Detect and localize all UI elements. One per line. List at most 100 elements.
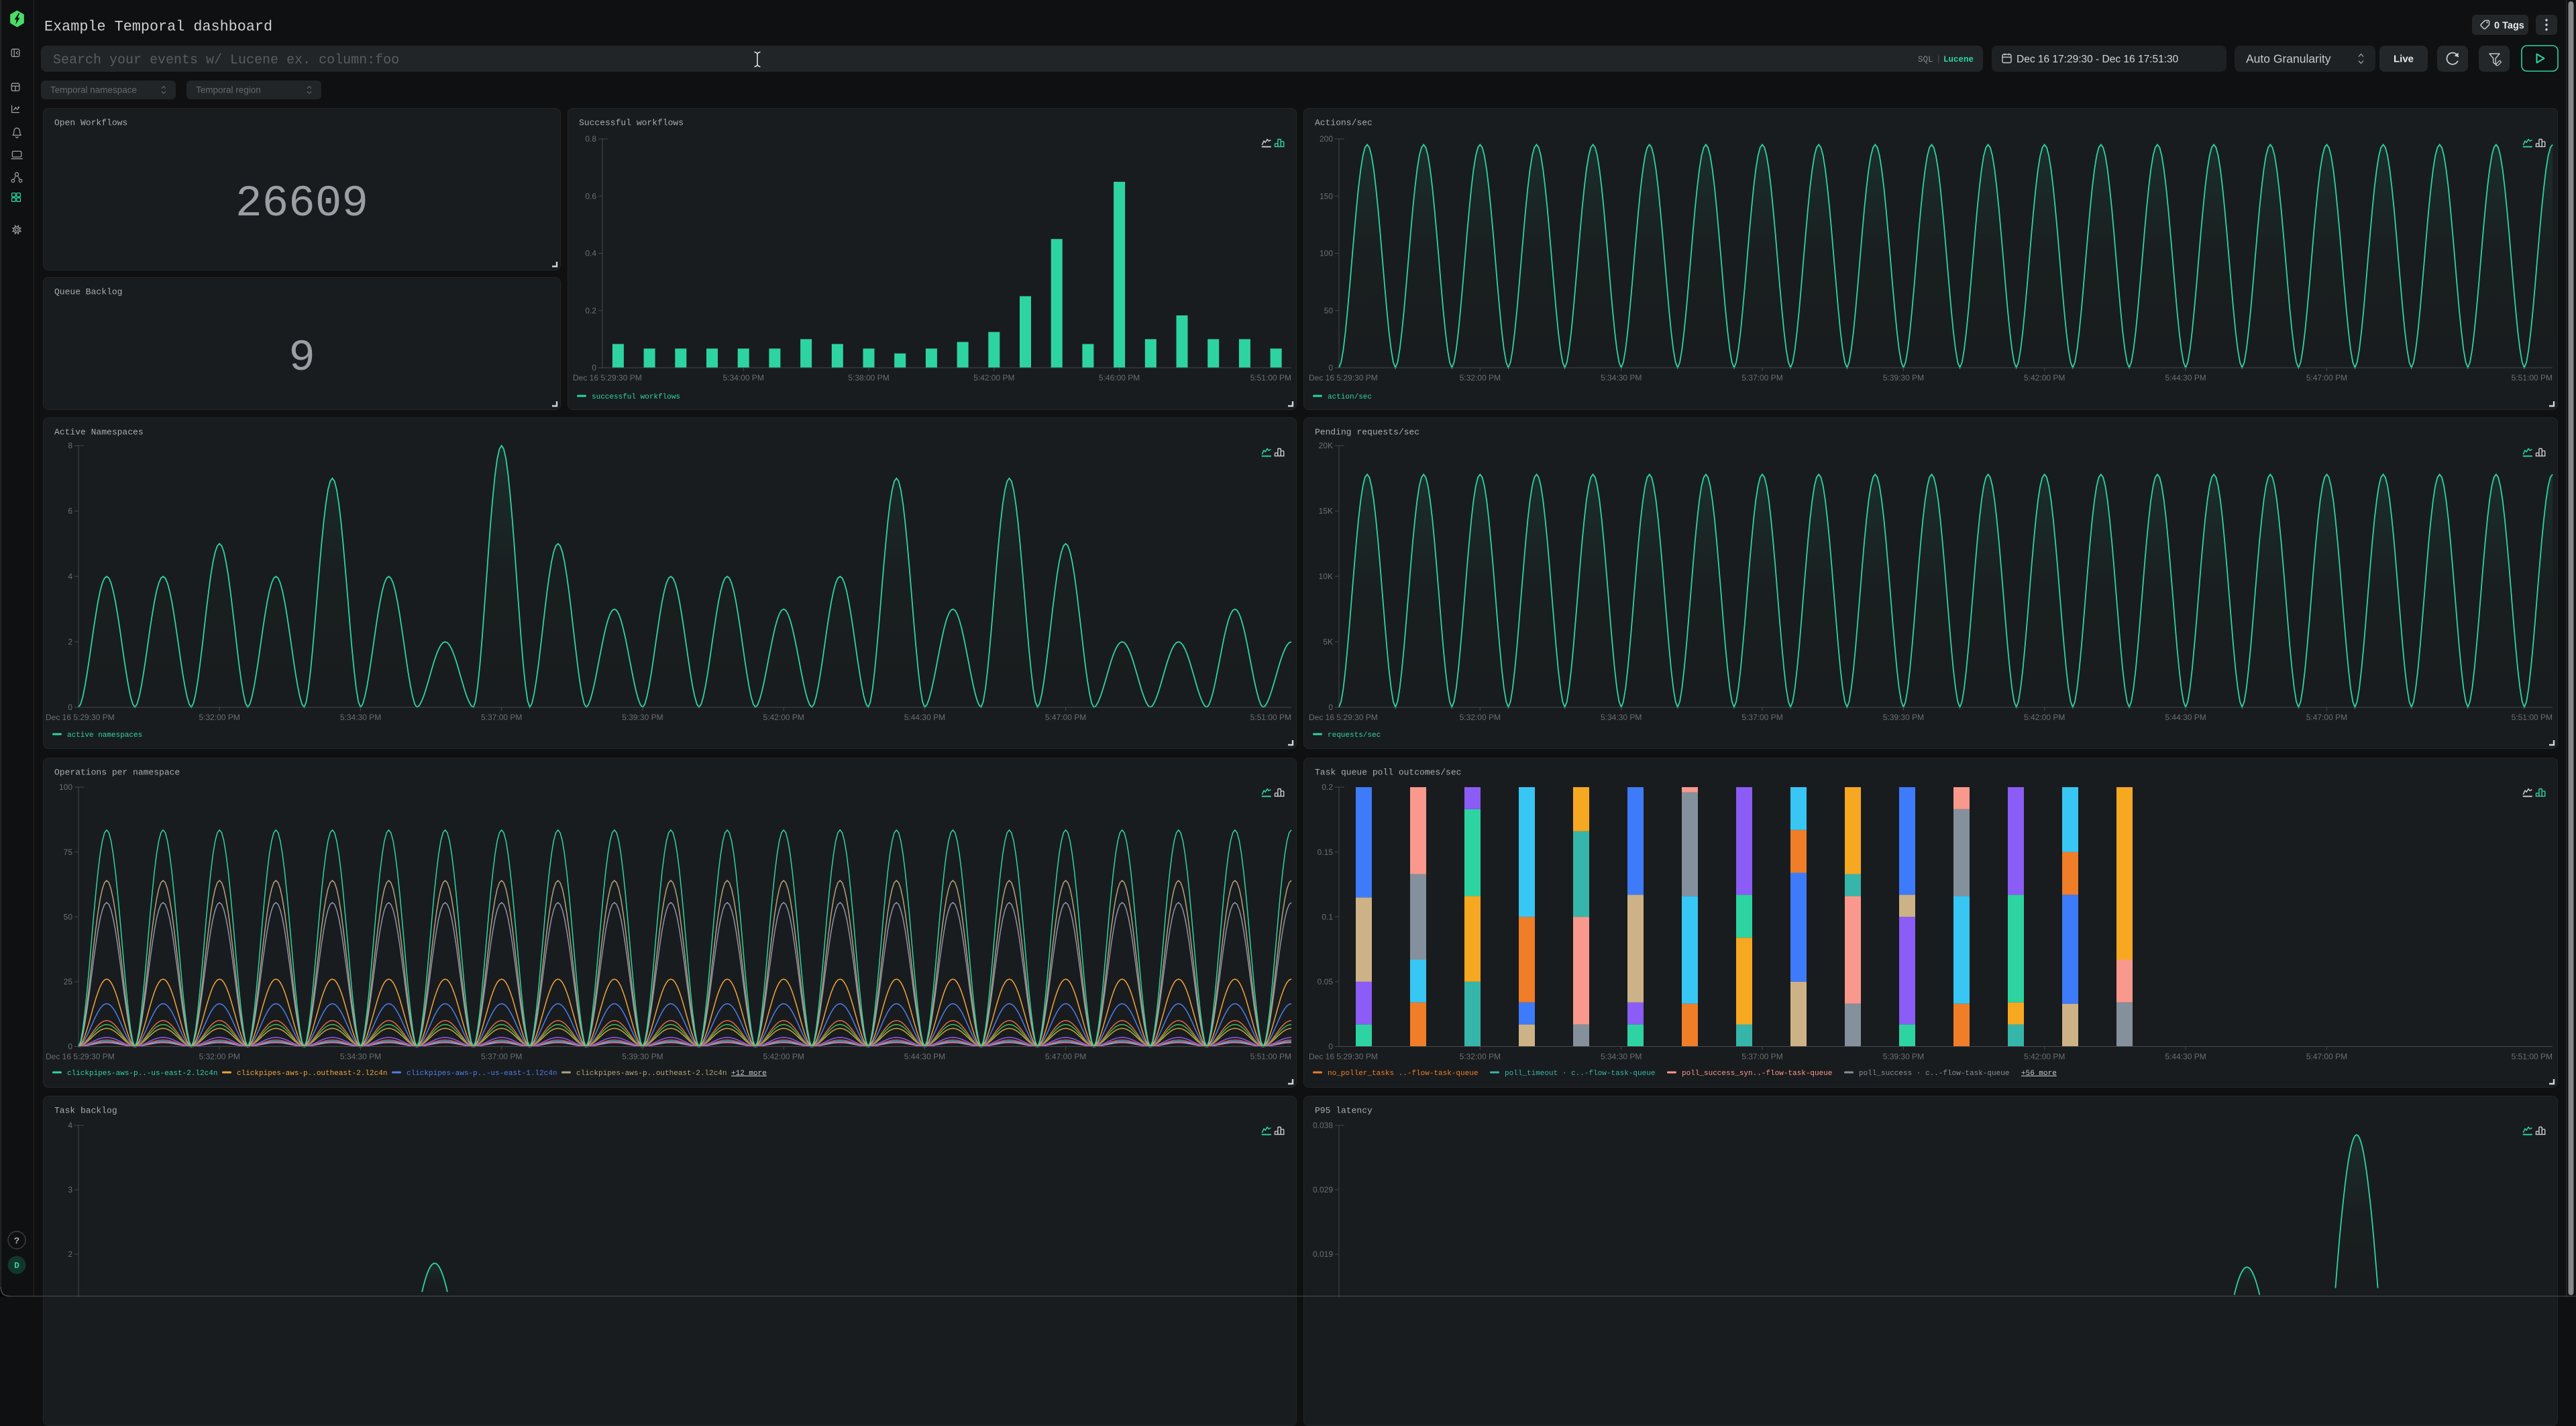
svg-text:4: 4 xyxy=(68,572,72,581)
svg-text:+12 more: +12 more xyxy=(731,1070,767,1078)
svg-text:100: 100 xyxy=(1320,249,1333,258)
svg-text:0.8: 0.8 xyxy=(585,134,596,144)
svg-text:P95 latency: P95 latency xyxy=(1315,1106,1373,1116)
svg-text:Queue Backlog: Queue Backlog xyxy=(54,287,122,297)
svg-text:0: 0 xyxy=(592,363,596,372)
svg-text:5:47:00 PM: 5:47:00 PM xyxy=(2306,1052,2347,1062)
svg-text:5:42:00 PM: 5:42:00 PM xyxy=(2024,373,2065,383)
svg-text:5:32:00 PM: 5:32:00 PM xyxy=(1460,713,1501,722)
svg-text:3: 3 xyxy=(68,1185,72,1194)
svg-text:Open Workflows: Open Workflows xyxy=(54,118,127,128)
svg-text:Operations per namespace: Operations per namespace xyxy=(54,768,180,778)
svg-text:Dec 16 5:29:30 PM: Dec 16 5:29:30 PM xyxy=(1309,373,1378,383)
svg-text:Dec 16 17:29:30 - Dec 16 17:51: Dec 16 17:29:30 - Dec 16 17:51:30 xyxy=(2017,54,2179,65)
svg-text:10K: 10K xyxy=(1319,572,1333,581)
svg-text:D: D xyxy=(14,1261,19,1271)
svg-text:8: 8 xyxy=(68,441,72,450)
svg-text:5:37:00 PM: 5:37:00 PM xyxy=(1741,373,1782,383)
svg-text:0.1: 0.1 xyxy=(1322,912,1333,921)
svg-text:Actions/sec: Actions/sec xyxy=(1315,118,1373,128)
svg-text:0.038: 0.038 xyxy=(1313,1121,1333,1130)
svg-text:0: 0 xyxy=(1328,1042,1333,1052)
svg-text:2: 2 xyxy=(68,1250,72,1259)
svg-text:5:34:30 PM: 5:34:30 PM xyxy=(1601,1052,1642,1062)
svg-text:|: | xyxy=(1936,55,1941,64)
svg-text:26609: 26609 xyxy=(235,179,368,229)
svg-text:0.029: 0.029 xyxy=(1313,1185,1333,1194)
svg-text:5:51:00 PM: 5:51:00 PM xyxy=(1250,1052,1291,1062)
svg-text:0.2: 0.2 xyxy=(585,306,596,315)
svg-text:5:47:00 PM: 5:47:00 PM xyxy=(2306,713,2347,722)
svg-text:SQL: SQL xyxy=(1918,55,1933,64)
svg-text:5:42:00 PM: 5:42:00 PM xyxy=(763,713,804,722)
svg-text:0.15: 0.15 xyxy=(1318,848,1334,857)
svg-text:5:34:30 PM: 5:34:30 PM xyxy=(1601,713,1642,722)
svg-text:150: 150 xyxy=(1320,191,1333,201)
svg-text:5:37:00 PM: 5:37:00 PM xyxy=(481,713,522,722)
svg-text:6: 6 xyxy=(68,507,72,516)
svg-text:clickpipes-aws-p..outheast-2.l: clickpipes-aws-p..outheast-2.l2c4n xyxy=(237,1070,387,1078)
svg-text:0: 0 xyxy=(68,1042,72,1052)
svg-text:100: 100 xyxy=(59,782,72,792)
svg-text:5:34:00 PM: 5:34:00 PM xyxy=(723,373,764,383)
svg-text:5:47:00 PM: 5:47:00 PM xyxy=(2306,373,2347,383)
svg-text:5:47:00 PM: 5:47:00 PM xyxy=(1045,1052,1086,1062)
svg-text:Temporal namespace: Temporal namespace xyxy=(50,85,137,95)
svg-text:Dec 16 5:29:30 PM: Dec 16 5:29:30 PM xyxy=(46,1052,115,1062)
svg-text:5:32:00 PM: 5:32:00 PM xyxy=(1460,373,1501,383)
svg-text:5:34:30 PM: 5:34:30 PM xyxy=(1601,373,1642,383)
svg-text:5:42:00 PM: 5:42:00 PM xyxy=(763,1052,804,1062)
svg-text:Temporal region: Temporal region xyxy=(196,85,261,95)
svg-text:0: 0 xyxy=(68,703,72,712)
svg-text:5:47:00 PM: 5:47:00 PM xyxy=(1045,713,1086,722)
svg-text:5:37:00 PM: 5:37:00 PM xyxy=(481,1052,522,1062)
svg-text:4: 4 xyxy=(68,1121,72,1130)
svg-text:5:34:30 PM: 5:34:30 PM xyxy=(340,713,381,722)
svg-text:Auto Granularity: Auto Granularity xyxy=(2246,52,2331,66)
svg-text:5:39:30 PM: 5:39:30 PM xyxy=(1883,1052,1924,1062)
svg-text:5:51:00 PM: 5:51:00 PM xyxy=(2512,373,2553,383)
svg-text:5:51:00 PM: 5:51:00 PM xyxy=(2512,713,2553,722)
svg-text:0.05: 0.05 xyxy=(1318,977,1334,986)
svg-text:50: 50 xyxy=(1324,306,1334,315)
svg-text:0.2: 0.2 xyxy=(1322,782,1333,792)
svg-text:5:39:30 PM: 5:39:30 PM xyxy=(622,1052,663,1062)
svg-text:15K: 15K xyxy=(1319,507,1333,516)
svg-text:Example Temporal dashboard: Example Temporal dashboard xyxy=(44,19,272,36)
svg-text:9: 9 xyxy=(288,333,315,383)
svg-text:active namespaces: active namespaces xyxy=(67,731,142,740)
svg-text:50: 50 xyxy=(64,912,73,921)
svg-text:Dec 16 5:29:30 PM: Dec 16 5:29:30 PM xyxy=(573,373,642,383)
svg-text:20K: 20K xyxy=(1319,441,1333,450)
svg-text:no_poller_tasks ..-flow-task-q: no_poller_tasks ..-flow-task-queue xyxy=(1328,1070,1478,1078)
svg-text:Live: Live xyxy=(2394,54,2414,65)
svg-text:0: 0 xyxy=(1328,363,1333,372)
svg-text:requests/sec: requests/sec xyxy=(1328,731,1381,740)
svg-text:successful workflows: successful workflows xyxy=(592,393,680,401)
svg-text:5:44:30 PM: 5:44:30 PM xyxy=(904,713,945,722)
svg-text:5:34:30 PM: 5:34:30 PM xyxy=(340,1052,381,1062)
svg-text:5:46:00 PM: 5:46:00 PM xyxy=(1099,373,1140,383)
svg-text:5:32:00 PM: 5:32:00 PM xyxy=(199,713,240,722)
svg-text:5:51:00 PM: 5:51:00 PM xyxy=(1250,373,1291,383)
svg-text:clickpipes-aws-p..-us-east-1.l: clickpipes-aws-p..-us-east-1.l2c4n xyxy=(407,1070,557,1078)
svg-text:5:51:00 PM: 5:51:00 PM xyxy=(2512,1052,2553,1062)
svg-text:Dec 16 5:29:30 PM: Dec 16 5:29:30 PM xyxy=(46,713,115,722)
svg-text:+56 more: +56 more xyxy=(2021,1070,2057,1078)
svg-text:0.4: 0.4 xyxy=(585,249,596,258)
svg-text:5:38:00 PM: 5:38:00 PM xyxy=(848,373,889,383)
svg-text:5:44:30 PM: 5:44:30 PM xyxy=(2165,373,2206,383)
svg-text:Dec 16 5:29:30 PM: Dec 16 5:29:30 PM xyxy=(1309,1052,1378,1062)
svg-text:poll_success_syn..-flow-task-q: poll_success_syn..-flow-task-queue xyxy=(1682,1070,1832,1078)
svg-text:200: 200 xyxy=(1320,134,1333,144)
svg-text:clickpipes-aws-p..-us-east-2.l: clickpipes-aws-p..-us-east-2.l2c4n xyxy=(67,1070,217,1078)
svg-text:5:32:00 PM: 5:32:00 PM xyxy=(199,1052,240,1062)
svg-text:Active Namespaces: Active Namespaces xyxy=(54,427,144,438)
svg-text:75: 75 xyxy=(64,848,73,857)
svg-text:Lucene: Lucene xyxy=(1943,55,1974,64)
svg-text:5:37:00 PM: 5:37:00 PM xyxy=(1741,1052,1782,1062)
svg-text:5:42:00 PM: 5:42:00 PM xyxy=(2024,1052,2065,1062)
svg-text:0.019: 0.019 xyxy=(1313,1250,1333,1259)
svg-text:Dec 16 5:29:30 PM: Dec 16 5:29:30 PM xyxy=(1309,713,1378,722)
svg-text:clickpipes-aws-p..outheast-2.l: clickpipes-aws-p..outheast-2.l2c4n xyxy=(576,1070,727,1078)
